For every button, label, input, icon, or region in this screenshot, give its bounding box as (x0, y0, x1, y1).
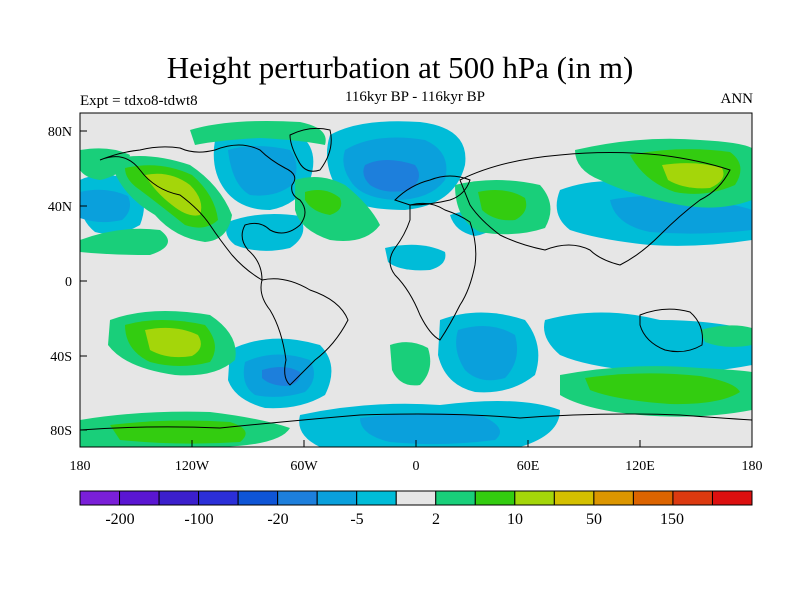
contour-pos-south-indian-small (700, 325, 752, 347)
colorbar-box (474, 490, 516, 506)
contour-pos-south-atlantic (390, 342, 431, 386)
coastline-europe-africa (389, 202, 477, 341)
coastline-asia (459, 152, 731, 266)
contour-neg-usa (226, 214, 304, 251)
contour-neg-canada-mid (228, 146, 297, 196)
colorbar (79, 490, 753, 506)
colorbar-box (198, 490, 239, 506)
experiment-label: Expt = tdxo8-tdwt8 (80, 93, 198, 109)
latitude-axis: 80N 40N 0 40S 80S (48, 125, 87, 439)
colorbar-box (672, 490, 713, 506)
contour-neg-west-pacific-mid (80, 189, 130, 223)
colorbar-label: 50 (586, 511, 602, 528)
coastline-australia (639, 308, 703, 353)
contour-neg-south-pacific (544, 312, 752, 373)
colorbar-box (711, 490, 753, 506)
contour-neg-antarctic-mid (360, 413, 500, 445)
lat-label-80s: 80S (50, 424, 72, 439)
season-label: ANN (720, 91, 754, 107)
colorbar-label: -5 (350, 511, 363, 528)
lon-label-0: 0 (413, 459, 420, 474)
colorbar-label: 150 (660, 511, 684, 528)
contour-neg-north-atlantic-core (363, 160, 419, 192)
lon-label-60e: 60E (517, 459, 540, 474)
coastline-south-america (260, 278, 349, 386)
coastlines (80, 127, 752, 431)
colorbar-label: -100 (184, 511, 213, 528)
contour-pos-greenland-arc (190, 121, 326, 145)
contour-pos-northeast-asia-core (662, 163, 724, 189)
colorbar-label: -20 (267, 511, 288, 528)
lat-label-80n: 80N (48, 125, 72, 140)
lon-label-120w: 120W (175, 459, 210, 474)
contour-pos-southern-band-west-mid (110, 420, 246, 444)
colorbar-box (119, 490, 160, 506)
plot-subtitle: 116kyr BP - 116kyr BP (344, 89, 485, 105)
colorbar-box (632, 490, 674, 506)
contour-field (80, 113, 752, 447)
contour-neg-south-indian-mid (456, 326, 518, 381)
contour-pos-alaska-core (145, 173, 202, 216)
lat-label-40n: 40N (48, 200, 72, 215)
colorbar-box (158, 490, 200, 506)
contour-pos-south-pacific-west-core (145, 327, 201, 358)
contour-pos-north-atlantic-mid (305, 190, 342, 215)
colorbar-label: 2 (432, 511, 440, 528)
lon-label-120e: 120E (625, 459, 655, 474)
colorbar-box (435, 490, 476, 506)
contour-pos-australia-south-mid (585, 373, 740, 405)
coastline-greenland (289, 127, 332, 172)
lat-label-0: 0 (65, 275, 72, 290)
lon-label-180-west: 180 (70, 459, 91, 474)
colorbar-label: -200 (105, 511, 134, 528)
contour-neg-south-america-core (262, 366, 301, 386)
coastline-europe-north (394, 175, 471, 206)
contour-pos-west-pacific-band (80, 228, 168, 255)
contour-pos-eurasia-mid (478, 190, 527, 221)
longitude-axis: 180 120W 60W 0 60E 120E 180 (70, 440, 763, 474)
colorbar-box (356, 490, 397, 506)
colorbar-box (79, 490, 121, 506)
colorbar-labels: -200 -100 -20 -5 2 10 50 150 (105, 511, 684, 528)
plot-title: Height perturbation at 500 hPa (in m) (166, 50, 634, 85)
colorbar-box (395, 490, 437, 506)
contour-neg-tropical-atlantic (385, 244, 446, 271)
colorbar-box (237, 490, 279, 506)
lat-label-40s: 40S (50, 350, 72, 365)
lon-label-180-east: 180 (742, 459, 763, 474)
colorbar-box (514, 490, 555, 506)
colorbar-box (593, 490, 634, 506)
colorbar-box (277, 490, 318, 506)
colorbar-box (553, 490, 595, 506)
colorbar-box (316, 490, 358, 506)
colorbar-label: 10 (507, 511, 523, 528)
coastline-antarctica (80, 413, 752, 431)
coastline-north-america (99, 144, 306, 281)
lon-label-60w: 60W (290, 459, 318, 474)
